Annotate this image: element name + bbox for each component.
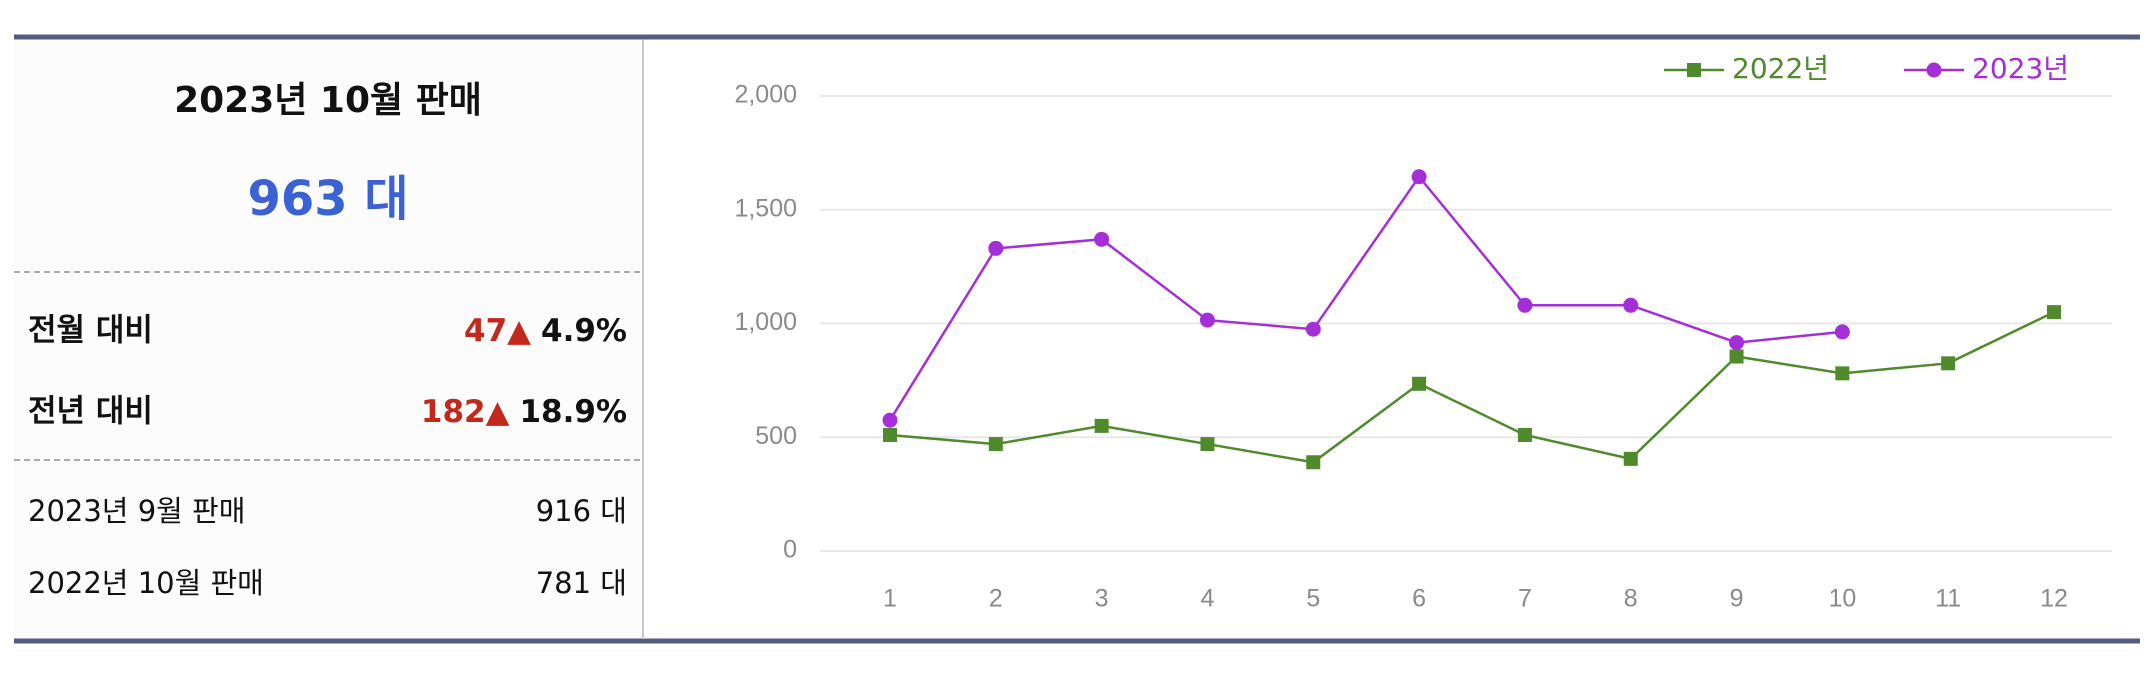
y-tick-label: 1,500 — [734, 194, 797, 222]
change: 182▲ — [421, 394, 510, 430]
x-tick-label: 9 — [1730, 585, 1744, 613]
summary-title: 2023년 10월 판매 — [174, 80, 482, 121]
marker — [1623, 297, 1639, 313]
x-tick-label: 1 — [883, 585, 897, 613]
detail-value: 781 대 — [536, 566, 627, 600]
x-tick-label: 2 — [989, 585, 1003, 613]
x-tick-label: 3 — [1095, 585, 1109, 613]
x-tick-label: 8 — [1624, 585, 1638, 613]
rate: 4.9% — [541, 313, 627, 349]
marker — [1835, 366, 1850, 381]
detail-label: 2022년 10월 판매 — [28, 566, 264, 600]
x-tick-label: 6 — [1412, 585, 1426, 613]
marker — [1941, 356, 1956, 371]
comparison-value: 47▲ 4.9% — [464, 313, 627, 349]
comparison-label: 전년 대비 — [28, 394, 153, 430]
rate: 18.9% — [519, 394, 627, 430]
comparison-label: 전월 대비 — [28, 313, 153, 349]
change: 47▲ — [464, 313, 531, 349]
marker — [1094, 231, 1110, 247]
comparison-value: 182▲ 18.9% — [421, 394, 627, 430]
marker — [882, 412, 898, 428]
marker — [1412, 376, 1427, 391]
marker — [1623, 451, 1638, 466]
detail-value: 916 대 — [536, 494, 627, 528]
marker — [1834, 324, 1850, 340]
marker — [1517, 427, 1532, 442]
y-tick-label: 0 — [783, 536, 797, 564]
marker — [1517, 297, 1533, 313]
x-tick-label: 11 — [1935, 585, 1961, 613]
legend-label: 2022년 — [1732, 52, 1829, 85]
x-tick-label: 4 — [1201, 585, 1215, 613]
marker — [1094, 418, 1109, 433]
marker — [988, 437, 1003, 452]
marker — [1305, 321, 1321, 337]
marker — [988, 240, 1004, 256]
marker — [1200, 437, 1215, 452]
summary-total: 963 대 — [247, 171, 408, 227]
summary-panel — [14, 37, 643, 641]
x-tick-label: 12 — [2040, 585, 2068, 613]
y-tick-label: 2,000 — [734, 81, 797, 109]
detail-label: 2023년 9월 판매 — [28, 494, 245, 528]
y-tick-label: 1,000 — [734, 308, 797, 336]
series-line — [888, 174, 1843, 421]
marker — [1199, 312, 1215, 328]
marker — [1729, 335, 1745, 351]
legend-label: 2023년 — [1972, 52, 2069, 85]
legend-marker — [1926, 62, 1942, 78]
marker — [1411, 169, 1427, 185]
marker — [1306, 455, 1321, 470]
x-tick-label: 5 — [1306, 585, 1320, 613]
series-line — [889, 310, 2055, 464]
marker — [883, 427, 897, 442]
x-tick-label: 7 — [1518, 585, 1532, 613]
x-tick-label: 10 — [1828, 585, 1856, 613]
legend-marker — [1687, 63, 1701, 77]
marker — [1729, 349, 1744, 364]
marker — [2047, 305, 2061, 320]
y-tick-label: 500 — [755, 422, 797, 450]
